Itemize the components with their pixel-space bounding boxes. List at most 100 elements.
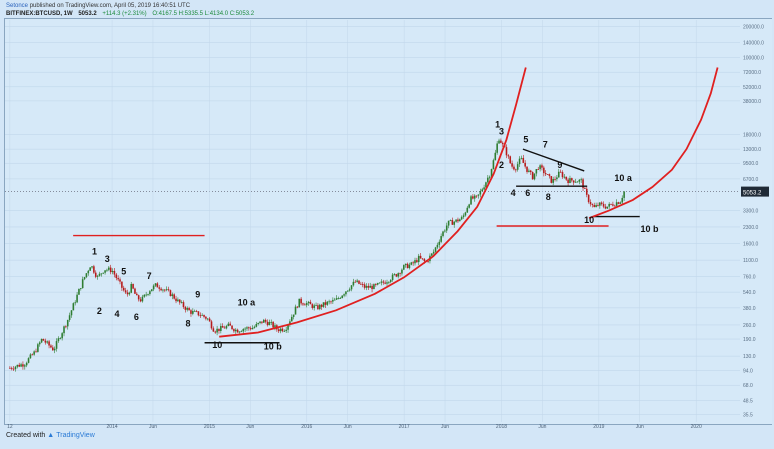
- candle-body: [296, 306, 299, 308]
- author-name[interactable]: Setonce: [6, 3, 29, 9]
- x-tick-label: 2014: [107, 424, 118, 430]
- candle: [455, 219, 457, 223]
- candle-body: [12, 368, 15, 370]
- candle-body: [186, 307, 189, 310]
- candle: [421, 258, 424, 261]
- candle-body: [360, 283, 362, 285]
- chart-panel[interactable]: [4, 18, 742, 425]
- candle-body: [571, 178, 573, 181]
- candle-body: [38, 342, 41, 345]
- candle: [500, 138, 502, 144]
- candle-body: [113, 270, 116, 275]
- candle: [524, 160, 526, 169]
- candle-body: [459, 219, 461, 222]
- candle-body: [31, 354, 34, 356]
- candle: [201, 313, 203, 316]
- x-tick-label: 2017: [399, 424, 410, 430]
- candle: [261, 321, 263, 325]
- candle-body: [318, 304, 321, 310]
- tradingview-brand[interactable]: TradingView: [56, 432, 95, 439]
- candle: [78, 288, 80, 295]
- candle-body: [597, 205, 599, 206]
- candle-body: [505, 147, 508, 156]
- candle-body: [537, 169, 540, 170]
- y-tick-label: 52000.0: [743, 85, 761, 91]
- candle: [516, 161, 519, 172]
- parabolic-curve: [588, 67, 719, 219]
- candle-body: [87, 270, 90, 274]
- y-tick-label: 100000.0: [743, 55, 764, 61]
- candle: [354, 279, 357, 283]
- candle-body: [520, 157, 523, 159]
- candle-body: [559, 171, 562, 173]
- candle-body: [46, 341, 49, 343]
- candle: [335, 295, 338, 301]
- candle: [567, 177, 569, 186]
- candle: [169, 289, 172, 297]
- candle-body: [104, 270, 106, 273]
- candle-body: [192, 311, 194, 314]
- candle-body: [479, 191, 482, 195]
- candle-body: [333, 299, 336, 301]
- candle-body: [395, 274, 398, 277]
- candle-body: [589, 202, 592, 205]
- candle-body: [354, 281, 357, 283]
- candle: [89, 266, 91, 271]
- candle: [401, 268, 403, 276]
- candle-body: [177, 299, 179, 302]
- candle-body: [490, 169, 493, 177]
- candle-body: [83, 277, 86, 280]
- last-price: 5053.2: [78, 11, 97, 17]
- price-axis[interactable]: [740, 18, 772, 425]
- candle: [20, 362, 22, 368]
- candle-body: [234, 329, 237, 332]
- candle-body: [404, 263, 407, 266]
- candle-body: [225, 325, 228, 329]
- candle: [475, 195, 478, 199]
- candle-body: [216, 328, 218, 333]
- candle: [326, 301, 329, 306]
- candle: [248, 326, 250, 331]
- candle: [397, 272, 400, 279]
- candle-body: [244, 328, 246, 330]
- candle-body: [199, 315, 202, 317]
- candle: [494, 149, 497, 161]
- y-tick-label: 48.5: [743, 398, 753, 404]
- candle: [593, 202, 596, 208]
- candle: [80, 288, 82, 291]
- candle-body: [369, 285, 371, 288]
- candle: [388, 281, 390, 285]
- candle-body: [483, 187, 485, 190]
- tradingview-logo-icon[interactable]: ▲: [47, 432, 55, 439]
- candle: [348, 287, 351, 292]
- candle-body: [59, 338, 62, 340]
- candle-body: [292, 314, 295, 317]
- candle: [391, 272, 394, 282]
- candle: [333, 297, 336, 301]
- candle-body: [128, 292, 131, 295]
- candle-body: [621, 197, 624, 203]
- candle: [419, 253, 422, 259]
- candle-body: [178, 299, 181, 303]
- candle: [72, 302, 75, 311]
- candle: [108, 265, 110, 272]
- candle-body: [182, 302, 185, 308]
- candle-body: [317, 305, 319, 310]
- candle: [253, 325, 256, 329]
- ohlc-values: O:4167.5 H:5335.5 L:4134.0 C:5053.2: [152, 11, 255, 17]
- candle-body: [408, 264, 411, 269]
- candle-body: [80, 288, 82, 289]
- candle-body: [524, 162, 526, 167]
- candle-body: [259, 321, 261, 323]
- candle: [369, 282, 371, 288]
- wave-label: 3: [105, 254, 110, 264]
- candle: [375, 283, 377, 287]
- candle: [115, 272, 118, 281]
- candle-body: [578, 179, 581, 182]
- candle: [307, 300, 310, 306]
- candle: [244, 327, 246, 332]
- candle: [330, 300, 332, 305]
- candle: [182, 300, 185, 309]
- candle: [399, 272, 401, 277]
- candle: [53, 346, 56, 354]
